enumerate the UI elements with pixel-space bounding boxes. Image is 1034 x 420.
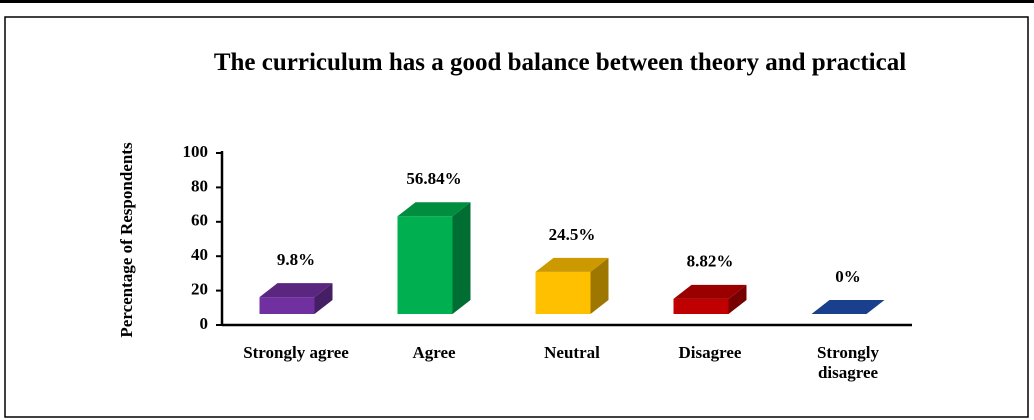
bar-top [397, 202, 471, 217]
chart-frame [4, 16, 1029, 418]
x-tick-label: Agree [412, 343, 456, 362]
y-tick-label: 80 [191, 176, 208, 195]
bar [811, 300, 885, 314]
bar [259, 283, 333, 314]
top-rule [0, 0, 1034, 3]
bar-front [259, 297, 315, 314]
x-tick-label: Disagree [678, 343, 742, 362]
value-label: 8.82% [687, 252, 734, 271]
x-tick-label: Strongly agree [243, 343, 349, 362]
bar-top [673, 284, 747, 299]
y-tick-label: 60 [191, 211, 208, 230]
y-axis-title: Percentage of Respondents [117, 142, 136, 338]
y-tick-label: 0 [200, 314, 209, 333]
value-label: 9.8% [277, 250, 315, 269]
value-label: 24.5% [549, 225, 596, 244]
bar-front [673, 298, 729, 314]
bar-side [452, 202, 471, 314]
value-label: 0% [835, 267, 861, 286]
x-tick-label: Neutral [544, 343, 600, 362]
chart-title: The curriculum has a good balance betwee… [213, 49, 907, 76]
bar [535, 257, 609, 314]
bar-top [811, 300, 885, 314]
y-tick-label: 20 [191, 280, 208, 299]
value-label: 56.84% [406, 169, 461, 188]
y-tick-label: 40 [191, 245, 208, 264]
bar-front [397, 216, 453, 314]
bar-side [728, 284, 747, 314]
bar-side [314, 283, 333, 314]
bar-top [535, 257, 609, 272]
y-tick-label: 100 [183, 142, 209, 161]
bar [673, 284, 747, 314]
x-tick-label: Strongly disagree [816, 343, 880, 382]
bar-side [590, 257, 609, 314]
bar-front [535, 271, 591, 314]
bar [397, 202, 471, 314]
bar-top [259, 283, 333, 298]
